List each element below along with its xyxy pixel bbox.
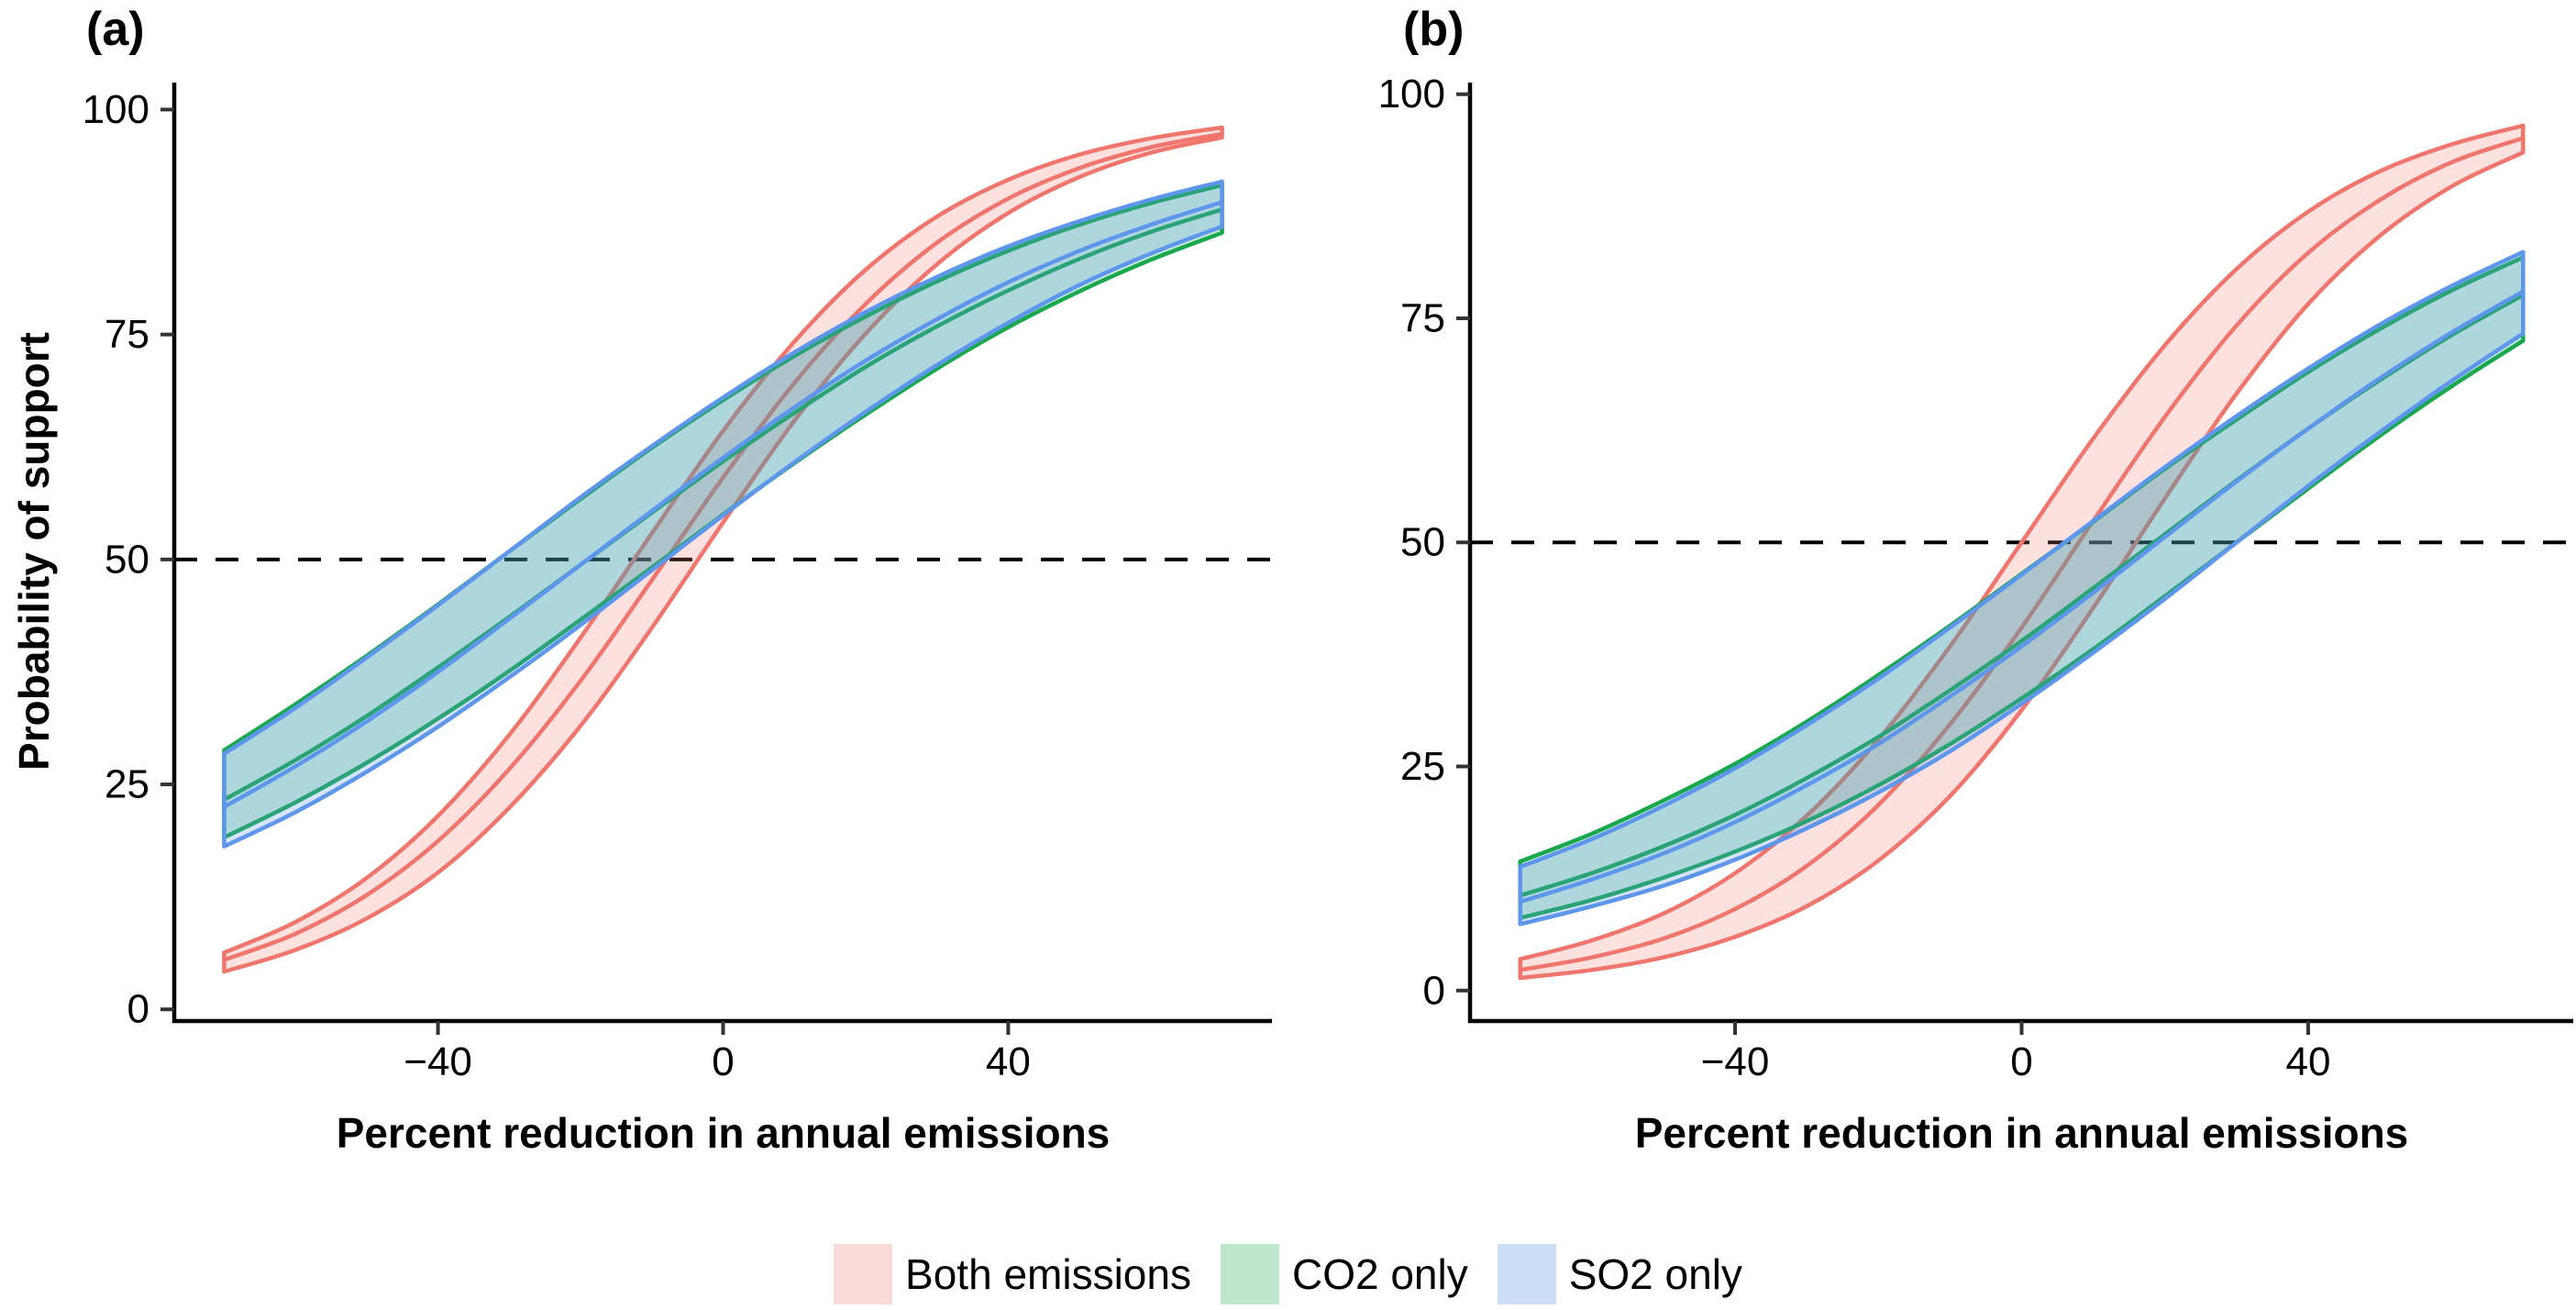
x-tick-label: −40 (1701, 1039, 1770, 1084)
panel-label-a: (a) (86, 3, 145, 56)
y-tick-label: 25 (105, 762, 149, 807)
y-tick-label: 50 (1400, 520, 1445, 565)
band-so2-only (1518, 250, 2526, 927)
y-tick-label: 0 (1423, 968, 1445, 1013)
y-tick-label: 100 (83, 87, 149, 132)
x-tick-label: 40 (2285, 1039, 2330, 1084)
line-so2-only (223, 200, 1223, 809)
x-axis-title-b: Percent reduction in annual emissions (1634, 1109, 2409, 1157)
legend-label-both-emissions: Both emissions (905, 1250, 1191, 1298)
y-tick-label: 0 (127, 987, 149, 1032)
panel-label-b: (b) (1403, 3, 1465, 56)
y-tick-label: 75 (1400, 295, 1445, 340)
line-so2-only (1520, 289, 2525, 905)
legend: Both emissions CO2 only SO2 only (0, 1238, 2576, 1310)
line-both-emissions (1520, 136, 2525, 972)
y-tick-label: 100 (1378, 72, 1445, 117)
legend-item-co2-only: CO2 only (1220, 1244, 1468, 1304)
line-co2-only (223, 207, 1223, 802)
x-tick-label: 0 (2010, 1039, 2032, 1084)
x-tick-label: 0 (712, 1039, 734, 1084)
legend-swatch-both-emissions (834, 1244, 893, 1304)
band-both-emissions (222, 125, 1224, 974)
legend-swatch-so2-only (1497, 1244, 1556, 1304)
y-tick-label: 75 (105, 312, 149, 357)
legend-item-both-emissions: Both emissions (834, 1244, 1191, 1304)
band-both-emissions (1518, 123, 2526, 981)
legend-label-co2-only: CO2 only (1291, 1250, 1468, 1298)
legend-item-so2-only: SO2 only (1497, 1244, 1742, 1304)
y-tick-label: 25 (1400, 744, 1445, 789)
x-tick-label: 40 (986, 1039, 1031, 1084)
line-both-emissions (223, 131, 1223, 962)
legend-swatch-co2-only (1220, 1244, 1279, 1304)
x-axis-title-a: Percent reduction in annual emissions (336, 1109, 1111, 1157)
panel-(a): 0 25 50 75 100 −40 0 40 (83, 83, 1272, 1084)
panel-(b): 0 25 50 75 100 −40 0 40 (1378, 72, 2573, 1084)
x-tick-label: −40 (404, 1039, 472, 1084)
legend-label-so2-only: SO2 only (1568, 1250, 1742, 1298)
band-so2-only (222, 179, 1224, 849)
y-axis-title: Probability of support (10, 332, 58, 771)
y-tick-label: 50 (105, 537, 149, 582)
